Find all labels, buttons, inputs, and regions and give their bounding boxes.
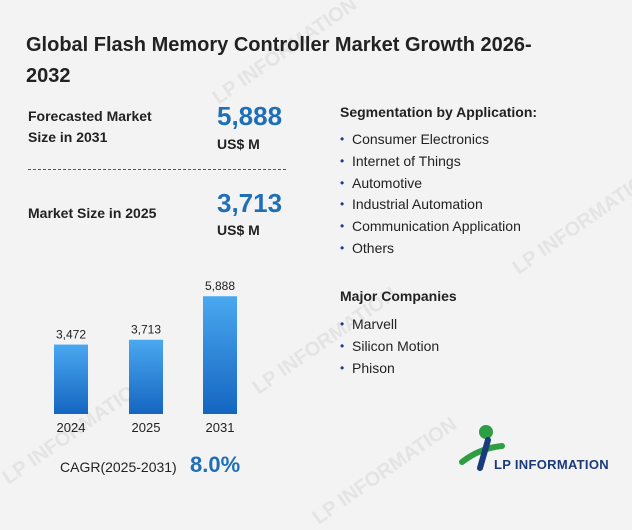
list-item: • Others [340,238,521,260]
companies-list: • Marvell • Silicon Motion • Phison [340,314,439,379]
logo-swoosh-icon [459,443,505,465]
bullet-icon: • [340,317,345,331]
bar-chart: 3,472 2024 3,713 2025 5,888 2031 [54,279,237,435]
list-item: • Phison [340,358,439,380]
bullet-icon: • [340,360,345,375]
current-unit: US$ M [217,222,260,238]
page-title: Global Flash Memory Controller Market Gr… [26,34,532,87]
bullet-icon: • [340,240,345,255]
x-tick-label: 2024 [57,420,86,435]
current-label: Market Size in 2025 [28,205,157,221]
companies-title: Major Companies [340,288,457,304]
bullet-icon: • [340,132,345,146]
bullet-icon: • [340,197,345,212]
forecast-value: 5,888 [217,101,283,131]
logo-stroke-icon [477,437,491,471]
list-item: • Silicon Motion [340,336,439,358]
current-value: 3,713 [217,188,283,218]
divider [28,169,286,170]
lp-information-logo [459,425,505,471]
list-item: • Internet of Things [340,151,521,173]
cagr-label: CAGR(2025-2031) [60,459,177,475]
bar-2024 [54,344,88,414]
list-item: • Automotive [340,173,521,195]
forecast-unit: US$ M [217,136,260,152]
forecast-label: Forecasted Market Size in 2031 [28,108,152,145]
watermark: LP INFORMATION [508,163,632,279]
list-item: • Communication Application [340,216,521,238]
logo-dot-icon [479,425,493,439]
segmentation-title: Segmentation by Application: [340,104,538,120]
watermark: LP INFORMATION [308,413,461,529]
list-item: • Consumer Electronics [340,129,521,151]
x-tick-label: 2031 [206,420,235,435]
bullet-icon: • [340,338,345,353]
bar-2025 [129,339,163,414]
bullet-icon: • [340,153,345,168]
bullet-icon: • [340,219,345,234]
bar-2031 [203,296,237,414]
data-label: 3,472 [56,328,86,342]
x-tick-label: 2025 [132,420,161,435]
cagr-value: 8.0% [190,452,241,477]
list-item: • Marvell [340,314,439,336]
data-label: 3,713 [131,323,161,337]
logo-text: LP INFORMATION [494,457,609,472]
segmentation-list: • Consumer Electronics • Internet of Thing… [340,129,521,260]
list-item: • Industrial Automation [340,194,521,216]
data-label: 5,888 [205,279,235,293]
bullet-icon: • [340,175,345,190]
